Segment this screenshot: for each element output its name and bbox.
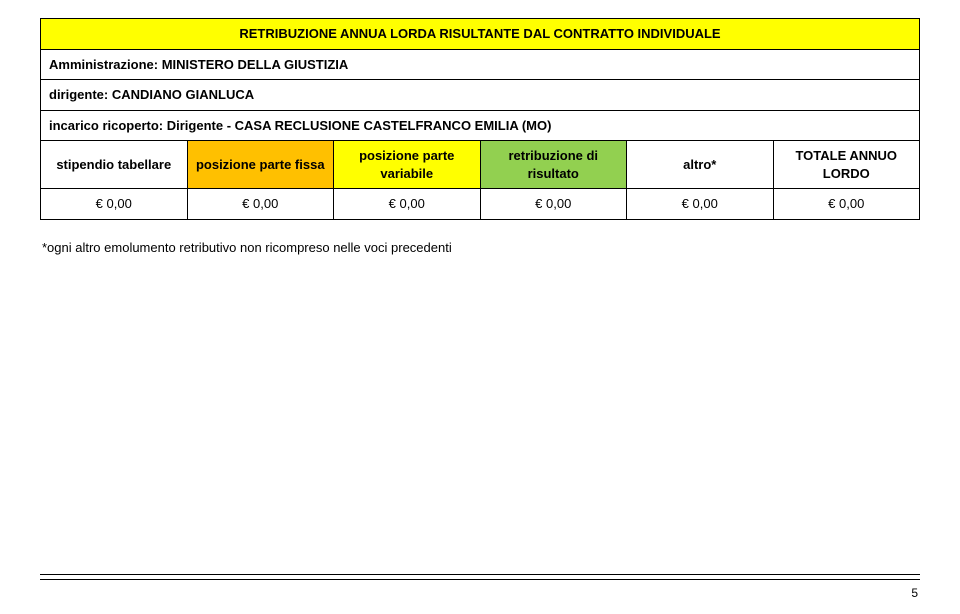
value-altro: € 0,00 (627, 189, 774, 220)
manager-label: dirigente: (49, 87, 112, 102)
administration-row: Amministrazione: MINISTERO DELLA GIUSTIZ… (41, 49, 920, 80)
value-stipendio: € 0,00 (41, 189, 188, 220)
col-header-posizione-fissa: posizione parte fissa (187, 141, 334, 189)
manager-value: CANDIANO GIANLUCA (112, 87, 254, 102)
assignment-value: Dirigente - CASA RECLUSIONE CASTELFRANCO… (167, 118, 552, 133)
assignment-label: incarico ricoperto: (49, 118, 167, 133)
administration-cell: Amministrazione: MINISTERO DELLA GIUSTIZ… (41, 49, 920, 80)
manager-cell: dirigente: CANDIANO GIANLUCA (41, 80, 920, 111)
title-row: RETRIBUZIONE ANNUA LORDA RISULTANTE DAL … (41, 19, 920, 50)
col-header-retribuzione-risultato: retribuzione di risultato (480, 141, 627, 189)
value-totale: € 0,00 (773, 189, 920, 220)
page-number: 5 (911, 586, 918, 600)
col-header-altro: altro* (627, 141, 774, 189)
col-header-stipendio: stipendio tabellare (41, 141, 188, 189)
value-row: € 0,00 € 0,00 € 0,00 € 0,00 € 0,00 € 0,0… (41, 189, 920, 220)
assignment-row: incarico ricoperto: Dirigente - CASA REC… (41, 110, 920, 141)
value-retribuzione-risultato: € 0,00 (480, 189, 627, 220)
value-posizione-fissa: € 0,00 (187, 189, 334, 220)
administration-label: Amministrazione: (49, 57, 162, 72)
table-title: RETRIBUZIONE ANNUA LORDA RISULTANTE DAL … (41, 19, 920, 50)
salary-table: RETRIBUZIONE ANNUA LORDA RISULTANTE DAL … (40, 18, 920, 220)
col-header-posizione-variabile: posizione parte variabile (334, 141, 481, 189)
value-posizione-variabile: € 0,00 (334, 189, 481, 220)
column-header-row: stipendio tabellare posizione parte fiss… (41, 141, 920, 189)
footnote: *ogni altro emolumento retributivo non r… (40, 240, 920, 255)
col-header-totale: TOTALE ANNUO LORDO (773, 141, 920, 189)
assignment-cell: incarico ricoperto: Dirigente - CASA REC… (41, 110, 920, 141)
manager-row: dirigente: CANDIANO GIANLUCA (41, 80, 920, 111)
page-footer-rule (40, 574, 920, 580)
administration-value: MINISTERO DELLA GIUSTIZIA (162, 57, 349, 72)
